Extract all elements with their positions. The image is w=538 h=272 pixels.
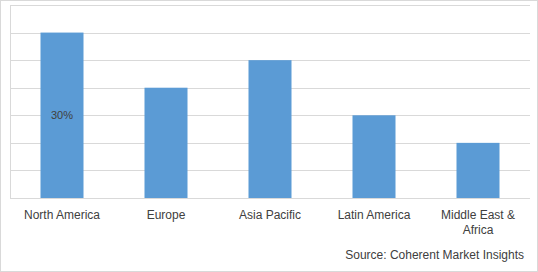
- x-axis: [10, 198, 530, 199]
- x-tick-label: Middle East &Africa: [441, 208, 515, 237]
- source: Source: Coherent Market Insights: [345, 248, 524, 262]
- grid-line: [10, 5, 530, 6]
- grid-line: [10, 198, 530, 199]
- bar: [353, 115, 396, 198]
- x-tick-label: North America: [24, 208, 100, 222]
- bars: [41, 33, 500, 198]
- label-line: Latin America: [338, 208, 411, 222]
- y-axis: [10, 5, 11, 198]
- x-tick-label: Latin America: [338, 208, 411, 222]
- label-line: Asia Pacific: [239, 208, 301, 222]
- label-line: Europe: [147, 208, 186, 222]
- bar: [457, 143, 500, 198]
- chart: 30% North America Europe Asia Pacific Latin …: [0, 0, 538, 272]
- x-tick-label: Asia Pacific: [239, 208, 301, 222]
- label-line: North America: [24, 208, 100, 222]
- label-line: Middle East &: [441, 208, 515, 222]
- x-tick-label: Europe: [147, 208, 186, 222]
- label-line: Africa: [463, 223, 494, 237]
- bar: [145, 88, 188, 198]
- data-label: 30%: [51, 109, 73, 121]
- bar: [41, 33, 84, 198]
- grid-line: [10, 33, 530, 34]
- frame: [1, 1, 538, 272]
- bar: [249, 60, 292, 198]
